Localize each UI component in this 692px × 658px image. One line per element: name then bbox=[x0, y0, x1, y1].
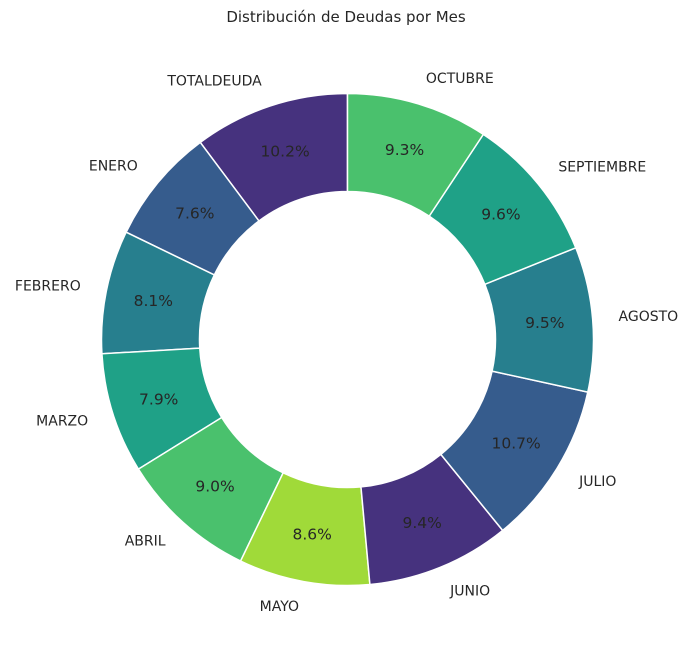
slice-value-label: 9.5% bbox=[525, 314, 564, 332]
category-label-julio: JULIO bbox=[578, 474, 616, 490]
category-label-totaldeuda: TOTALDEUDA bbox=[166, 73, 262, 89]
category-label-marzo: MARZO bbox=[36, 414, 88, 430]
slice-value-label: 8.6% bbox=[293, 525, 332, 543]
slice-value-label: 9.6% bbox=[481, 205, 520, 223]
slice-octubre bbox=[346, 92, 485, 218]
category-label-enero: ENERO bbox=[89, 158, 138, 174]
slice-value-label: 10.2% bbox=[260, 143, 309, 161]
category-label-septiembre: SEPTIEMBRE bbox=[558, 160, 646, 176]
slice-value-label: 9.4% bbox=[402, 514, 441, 532]
category-label-abril: ABRIL bbox=[125, 534, 166, 550]
category-label-octubre: OCTUBRE bbox=[426, 71, 494, 87]
slice-value-label: 9.3% bbox=[385, 141, 424, 159]
slice-value-label: 7.9% bbox=[139, 390, 178, 408]
category-label-mayo: MAYO bbox=[260, 599, 299, 615]
slice-value-label: 7.6% bbox=[175, 204, 214, 222]
slice-value-label: 10.7% bbox=[491, 434, 540, 452]
chart-title: Distribución de Deudas por Mes bbox=[226, 8, 466, 26]
slice-value-label: 9.0% bbox=[195, 478, 234, 496]
slice-value-label: 8.1% bbox=[134, 292, 173, 310]
category-label-agosto: AGOSTO bbox=[619, 309, 679, 325]
category-label-febrero: FEBRERO bbox=[15, 278, 81, 294]
category-label-junio: JUNIO bbox=[449, 583, 490, 599]
